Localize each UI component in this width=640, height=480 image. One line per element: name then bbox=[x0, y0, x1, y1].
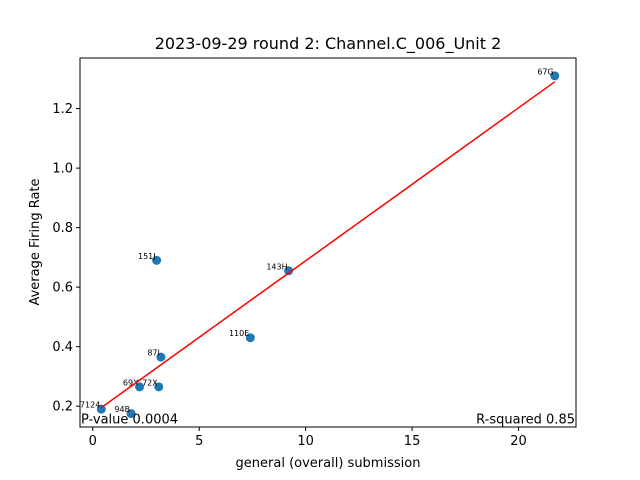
y-tick-label-4: 1.0 bbox=[52, 162, 73, 177]
y-tick-label-1: 0.4 bbox=[52, 340, 73, 355]
point-label-7: 7124 bbox=[80, 401, 100, 410]
point-label-6: 72X bbox=[142, 378, 158, 387]
p-value-annotation: P-value 0.0004 bbox=[81, 413, 178, 428]
x-tick-label-3: 15 bbox=[404, 434, 421, 449]
data-point-8 bbox=[126, 409, 136, 419]
chart-title: 2023-09-29 round 2: Channel.C_006_Unit 2 bbox=[155, 34, 502, 54]
point-label-4: 87I bbox=[147, 349, 160, 358]
axes-frame bbox=[79, 57, 577, 428]
regression-line bbox=[100, 81, 556, 409]
y-axis-title: Average Firing Rate bbox=[28, 178, 43, 305]
r-squared-annotation: R-squared 0.85 bbox=[476, 413, 575, 428]
data-point-5 bbox=[135, 382, 145, 392]
point-label-8: 94B bbox=[114, 405, 130, 414]
data-point-0 bbox=[550, 71, 560, 81]
y-tick-label-5: 1.2 bbox=[52, 102, 73, 117]
data-point-1 bbox=[152, 255, 162, 265]
point-label-5: 69X bbox=[123, 378, 139, 387]
x-tick-label-1: 5 bbox=[195, 434, 203, 449]
y-tick-label-0: 0.2 bbox=[52, 400, 73, 415]
point-label-0: 67G bbox=[537, 67, 553, 76]
x-tick-label-4: 20 bbox=[510, 434, 527, 449]
data-point-2 bbox=[284, 266, 294, 276]
point-label-3: 110E bbox=[229, 329, 249, 338]
y-tick-label-3: 0.8 bbox=[52, 221, 73, 236]
data-point-3 bbox=[245, 333, 255, 343]
y-tick-label-2: 0.6 bbox=[52, 281, 73, 296]
point-label-2: 143H bbox=[266, 262, 287, 271]
x-axis-title: general (overall) submission bbox=[236, 456, 421, 471]
data-point-4 bbox=[156, 352, 166, 362]
x-tick-label-2: 10 bbox=[297, 434, 314, 449]
data-point-6 bbox=[154, 382, 164, 392]
point-label-1: 151J bbox=[138, 252, 156, 261]
x-tick-label-0: 0 bbox=[89, 434, 97, 449]
